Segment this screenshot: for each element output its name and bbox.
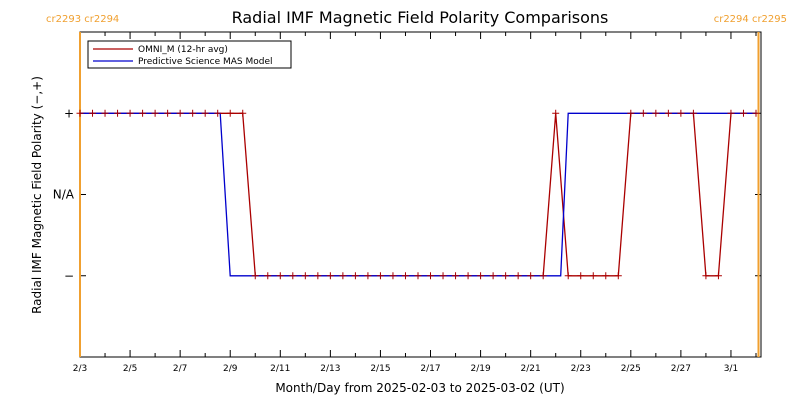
- data-point: [326, 272, 334, 280]
- y-tick-label: −: [64, 269, 74, 283]
- data-point: [89, 109, 97, 117]
- carrington-label-right: cr2294 cr2295: [714, 14, 787, 25]
- data-point: [602, 272, 610, 280]
- data-point: [727, 109, 735, 117]
- data-point: [76, 109, 84, 117]
- x-tick-label: 2/15: [370, 364, 390, 374]
- chart-title: Radial IMF Magnetic Field Polarity Compa…: [232, 8, 609, 27]
- legend-label-model: Predictive Science MAS Model: [138, 57, 273, 67]
- data-point: [627, 109, 635, 117]
- legend-label-omni: OMNI_M (12-hr avg): [138, 45, 228, 55]
- data-point: [376, 272, 384, 280]
- data-point: [101, 109, 109, 117]
- x-axis-label: Month/Day from 2025-02-03 to 2025-03-02 …: [275, 381, 564, 395]
- x-tick-label: 2/27: [671, 364, 691, 374]
- y-axis: + N/A −: [53, 31, 761, 358]
- data-point: [739, 109, 747, 117]
- data-point: [151, 109, 159, 117]
- data-point: [264, 272, 272, 280]
- x-tick-label: 2/7: [173, 364, 187, 374]
- data-point: [114, 109, 122, 117]
- x-tick-label: 2/9: [223, 364, 238, 374]
- data-point: [139, 109, 147, 117]
- data-point: [364, 272, 372, 280]
- series-layer: [76, 109, 760, 280]
- x-axis: 2/3 2/5 2/7 2/9 2/11 2/13 2/15 2/17 2/19 2/21 2/23…: [73, 32, 757, 374]
- data-point: [164, 109, 172, 117]
- data-point: [677, 109, 685, 117]
- data-point: [427, 272, 435, 280]
- data-point: [126, 109, 134, 117]
- data-point: [614, 272, 622, 280]
- data-point: [289, 272, 297, 280]
- carrington-label-left: cr2293 cr2294: [46, 14, 119, 25]
- data-point: [752, 109, 760, 117]
- data-point: [664, 109, 672, 117]
- x-tick-label: 2/13: [320, 364, 340, 374]
- data-point: [239, 109, 247, 117]
- data-point: [251, 272, 259, 280]
- data-point: [689, 109, 697, 117]
- x-tick-label: 2/19: [470, 364, 490, 374]
- x-tick-label: 2/23: [571, 364, 591, 374]
- data-point: [301, 272, 309, 280]
- data-point: [389, 272, 397, 280]
- data-point: [489, 272, 497, 280]
- x-tick-label: 2/11: [270, 364, 290, 374]
- data-point: [527, 272, 535, 280]
- data-point: [464, 272, 472, 280]
- data-point: [351, 272, 359, 280]
- data-point: [639, 109, 647, 117]
- data-point: [314, 272, 322, 280]
- data-point: [414, 272, 422, 280]
- data-point: [214, 109, 222, 117]
- data-point: [652, 109, 660, 117]
- data-point: [714, 272, 722, 280]
- x-tick-label: 2/25: [621, 364, 641, 374]
- data-point: [452, 272, 460, 280]
- data-point: [439, 272, 447, 280]
- data-point: [514, 272, 522, 280]
- plot-frame: [79, 31, 762, 358]
- x-tick-label: 2/17: [420, 364, 440, 374]
- data-point: [539, 272, 547, 280]
- data-point: [552, 109, 560, 117]
- data-point: [401, 272, 409, 280]
- carrington-boundaries: [79, 32, 760, 357]
- legend: OMNI_M (12-hr avg) Predictive Science MA…: [87, 40, 292, 69]
- data-point: [564, 272, 572, 280]
- x-tick-label: 2/5: [123, 364, 137, 374]
- data-point: [477, 272, 485, 280]
- data-point: [339, 272, 347, 280]
- series-line-1: [80, 112, 756, 277]
- data-point: [577, 272, 585, 280]
- data-point: [226, 109, 234, 117]
- legend-box: [87, 40, 292, 69]
- x-tick-label: 2/21: [521, 364, 541, 374]
- x-tick-label: 3/1: [724, 364, 738, 374]
- series-line-0: [80, 112, 756, 277]
- data-point: [502, 272, 510, 280]
- data-point: [702, 272, 710, 280]
- data-point: [189, 109, 197, 117]
- data-point: [276, 272, 284, 280]
- y-tick-label: N/A: [53, 188, 75, 202]
- y-tick-label: +: [64, 106, 74, 120]
- data-point: [589, 272, 597, 280]
- x-tick-label: 2/3: [73, 364, 87, 374]
- data-point: [201, 109, 209, 117]
- y-axis-label: Radial IMF Magnetic Field Polarity (−,+): [30, 76, 44, 314]
- data-point: [176, 109, 184, 117]
